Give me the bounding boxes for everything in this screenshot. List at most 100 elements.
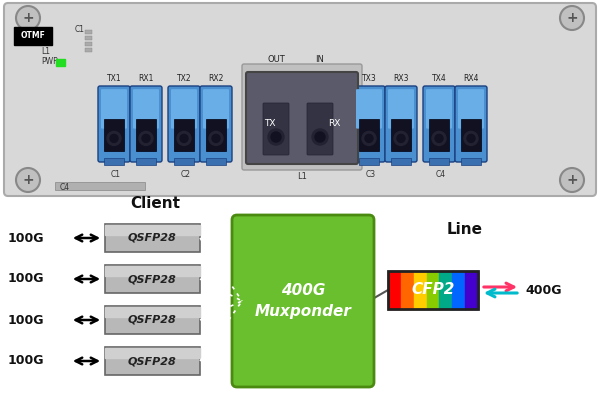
Text: QSFP28: QSFP28: [128, 274, 176, 284]
FancyBboxPatch shape: [388, 89, 414, 129]
Bar: [452, 271, 466, 309]
Bar: [388, 271, 478, 309]
Text: 100G: 100G: [8, 354, 44, 368]
Text: TX3: TX3: [362, 74, 376, 83]
Text: OTMF: OTMF: [20, 32, 46, 40]
Text: Client: Client: [130, 196, 180, 212]
Circle shape: [312, 129, 328, 145]
Bar: [429, 119, 449, 151]
Circle shape: [362, 131, 376, 145]
Bar: [465, 271, 479, 309]
Bar: [85, 36, 92, 40]
Text: C1: C1: [111, 170, 121, 179]
FancyBboxPatch shape: [14, 27, 52, 45]
Circle shape: [435, 134, 443, 142]
Text: +: +: [566, 11, 578, 25]
Text: OUT: OUT: [267, 55, 285, 64]
Text: C4: C4: [60, 182, 70, 192]
Circle shape: [560, 6, 584, 30]
Bar: [359, 158, 379, 165]
Text: IN: IN: [316, 55, 325, 64]
Bar: [55, 182, 145, 190]
FancyBboxPatch shape: [105, 224, 200, 252]
Bar: [391, 158, 411, 165]
Text: RX3: RX3: [393, 74, 409, 83]
Bar: [461, 119, 481, 151]
Circle shape: [467, 134, 475, 142]
Bar: [105, 266, 200, 276]
Text: RX1: RX1: [139, 74, 154, 83]
Bar: [85, 42, 92, 46]
FancyBboxPatch shape: [426, 89, 452, 129]
Text: 100G: 100G: [8, 314, 44, 326]
Text: +: +: [22, 11, 34, 25]
FancyBboxPatch shape: [458, 89, 484, 129]
Circle shape: [16, 168, 40, 192]
Bar: [85, 30, 92, 34]
FancyBboxPatch shape: [168, 86, 200, 162]
Circle shape: [110, 134, 118, 142]
Bar: [56, 59, 65, 66]
Circle shape: [464, 131, 478, 145]
Text: RX2: RX2: [208, 74, 224, 83]
Circle shape: [177, 131, 191, 145]
Text: PWR: PWR: [41, 58, 59, 66]
Circle shape: [180, 134, 188, 142]
FancyBboxPatch shape: [105, 265, 200, 293]
Bar: [136, 158, 156, 165]
Circle shape: [209, 131, 223, 145]
Text: TX2: TX2: [176, 74, 191, 83]
FancyBboxPatch shape: [246, 72, 358, 164]
Text: RX: RX: [328, 120, 340, 128]
Circle shape: [107, 131, 121, 145]
Bar: [105, 224, 200, 235]
Text: C1: C1: [75, 26, 85, 34]
FancyBboxPatch shape: [356, 89, 382, 129]
Circle shape: [397, 134, 405, 142]
FancyBboxPatch shape: [353, 86, 385, 162]
Bar: [136, 119, 156, 151]
FancyBboxPatch shape: [203, 89, 229, 129]
Bar: [461, 158, 481, 165]
Circle shape: [271, 132, 281, 142]
FancyBboxPatch shape: [385, 86, 417, 162]
Bar: [414, 271, 427, 309]
Bar: [206, 158, 226, 165]
FancyBboxPatch shape: [105, 306, 200, 334]
Text: 400G: 400G: [525, 284, 562, 296]
FancyBboxPatch shape: [200, 86, 232, 162]
Bar: [174, 119, 194, 151]
Text: 100G: 100G: [8, 232, 44, 244]
Bar: [439, 271, 453, 309]
Text: C4: C4: [436, 170, 446, 179]
Bar: [391, 119, 411, 151]
Text: L1: L1: [297, 172, 307, 181]
Circle shape: [139, 131, 153, 145]
Text: RX4: RX4: [463, 74, 479, 83]
FancyBboxPatch shape: [263, 103, 289, 155]
FancyBboxPatch shape: [105, 347, 200, 375]
Bar: [104, 119, 124, 151]
Bar: [427, 271, 440, 309]
Bar: [85, 48, 92, 52]
FancyBboxPatch shape: [171, 89, 197, 129]
FancyBboxPatch shape: [307, 103, 333, 155]
Text: Line: Line: [447, 222, 483, 238]
Text: QSFP28: QSFP28: [128, 356, 176, 366]
Circle shape: [16, 6, 40, 30]
Text: L1: L1: [41, 48, 50, 56]
Text: +: +: [566, 173, 578, 187]
FancyBboxPatch shape: [232, 215, 374, 387]
Text: 100G: 100G: [8, 272, 44, 286]
Text: QSFP28: QSFP28: [128, 233, 176, 243]
Bar: [174, 158, 194, 165]
Text: C2: C2: [181, 170, 191, 179]
Bar: [105, 306, 200, 317]
Bar: [104, 158, 124, 165]
Text: QSFP28: QSFP28: [128, 315, 176, 325]
Circle shape: [142, 134, 150, 142]
Circle shape: [365, 134, 373, 142]
Bar: [401, 271, 414, 309]
Text: 400G
Muxponder: 400G Muxponder: [254, 283, 352, 319]
FancyBboxPatch shape: [242, 64, 362, 170]
